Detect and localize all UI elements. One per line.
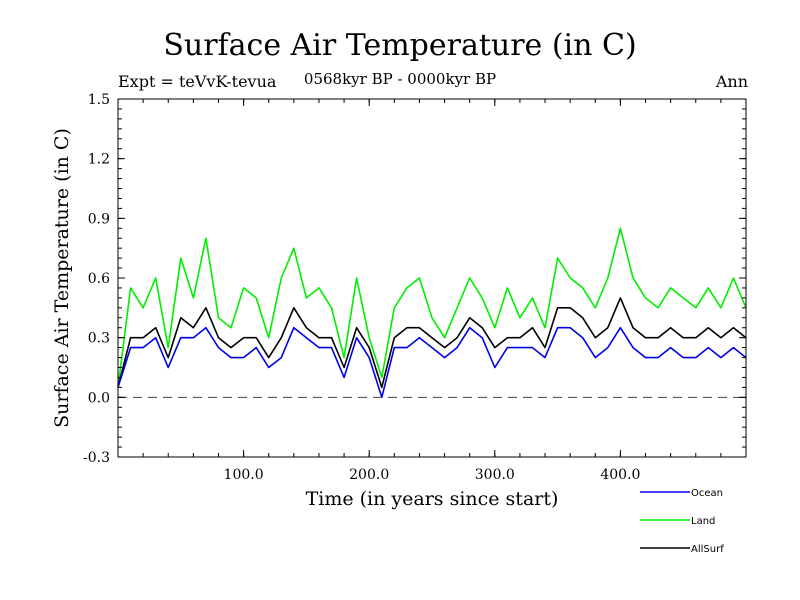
y-tick-label: -0.3 (83, 450, 110, 466)
x-tick-label: 100.0 (224, 467, 264, 483)
series-line-land (117, 227, 747, 388)
series-line-allsurf (117, 297, 747, 389)
x-axis-title: Time (in years since start) (306, 488, 559, 510)
legend-label-allsurf: AllSurf (691, 544, 724, 555)
axis-ticks: -0.3 0.0 0.3 0.6 0.9 1.2 1.5 100.0 200.0 300.0 400… (83, 92, 746, 483)
x-tick-label: 300.0 (475, 467, 515, 483)
legend-label-land: Land (691, 516, 715, 527)
y-tick-label: 1.2 (88, 152, 110, 168)
y-tick-label: 0.6 (88, 271, 110, 287)
plot-lines (117, 227, 747, 399)
legend-label-ocean: Ocean (691, 488, 723, 499)
x-tick-label: 400.0 (600, 467, 640, 483)
chart-title: Surface Air Temperature (in C) (163, 28, 637, 63)
legend: Ocean Land AllSurf (640, 488, 724, 555)
y-tick-label: 1.5 (88, 92, 110, 108)
y-axis-title: Surface Air Temperature (in C) (51, 128, 73, 428)
series-line-ocean (117, 326, 747, 399)
y-tick-label: 0.0 (88, 390, 110, 406)
experiment-label: Expt = teVvK-tevua (118, 72, 277, 91)
season-label: Ann (715, 72, 748, 91)
y-tick-label: 0.3 (88, 331, 110, 347)
chart-subtitle: 0568kyr BP - 0000kyr BP (303, 70, 497, 88)
x-tick-label: 200.0 (349, 467, 389, 483)
y-tick-label: 0.9 (88, 211, 110, 227)
